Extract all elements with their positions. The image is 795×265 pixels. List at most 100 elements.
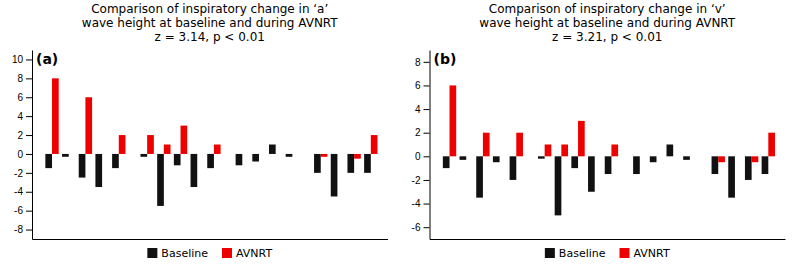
legend-label: Baseline <box>161 247 208 260</box>
bar <box>164 145 171 154</box>
bar <box>545 145 552 157</box>
bar <box>745 156 752 180</box>
bar <box>561 145 568 157</box>
y-tick: 6 <box>17 92 32 103</box>
bar <box>276 153 283 154</box>
y-tick: 8 <box>415 57 430 68</box>
bar <box>555 156 562 215</box>
bar <box>650 156 657 162</box>
bar <box>768 133 775 157</box>
legend-item: Baseline <box>545 247 606 260</box>
bar <box>314 154 321 173</box>
bar <box>510 156 517 180</box>
bar <box>578 121 585 156</box>
bar <box>85 97 92 154</box>
y-tick: 4 <box>415 104 430 115</box>
bar-series <box>450 85 775 162</box>
y-tick: -6 <box>412 222 430 233</box>
y-tick-mark <box>424 204 430 205</box>
plot-area: -6-4-202468 <box>412 51 786 240</box>
bar <box>242 153 249 154</box>
bar <box>102 153 109 154</box>
y-tick: -2 <box>412 175 430 186</box>
bar <box>45 154 52 168</box>
y-tick-label: 0 <box>17 149 23 160</box>
bar <box>69 153 76 154</box>
bar <box>292 153 299 154</box>
y-tick-label: -6 <box>412 222 421 233</box>
bar <box>450 85 457 156</box>
y-tick: 8 <box>17 73 32 84</box>
y-tick-mark <box>26 211 32 212</box>
y-tick-mark <box>424 62 430 63</box>
bar <box>516 133 523 157</box>
bar <box>728 156 735 197</box>
y-tick-mark <box>424 156 430 157</box>
y-tick-label: 6 <box>415 80 421 91</box>
x-axis <box>430 239 786 240</box>
y-tick: -2 <box>14 168 32 179</box>
bar <box>493 156 500 162</box>
bar <box>95 154 102 187</box>
x-axis-line <box>430 239 786 240</box>
bar <box>683 156 690 160</box>
bar <box>321 154 328 157</box>
panel: -8-6-4-20246810Comparison of inspiratory… <box>12 2 388 260</box>
y-tick: 6 <box>415 80 430 91</box>
plot-area: -8-6-4-20246810 <box>12 51 388 240</box>
y-tick-mark <box>424 133 430 134</box>
y-tick-mark <box>424 227 430 228</box>
bar-series <box>52 78 377 158</box>
legend: Baseline AVNRT <box>147 247 272 260</box>
y-tick-label: 6 <box>17 92 23 103</box>
y-tick-mark <box>26 97 32 98</box>
y-tick-mark <box>26 59 32 60</box>
bar <box>466 156 473 157</box>
y-tick-mark <box>26 154 32 155</box>
title: Comparison of inspiratory change in ‘v’w… <box>479 2 735 44</box>
y-tick: 2 <box>17 130 32 141</box>
y-tick: -6 <box>14 205 32 216</box>
bar <box>259 153 266 154</box>
y-tick-label: 8 <box>17 73 23 84</box>
y-tick-label: 8 <box>415 57 421 68</box>
legend-swatch <box>147 248 157 258</box>
legend-label: Baseline <box>559 247 606 260</box>
y-tick: -4 <box>14 186 32 197</box>
y-tick: -4 <box>412 198 430 209</box>
bar <box>79 154 86 178</box>
y-tick-mark <box>26 192 32 193</box>
legend-swatch <box>545 248 555 258</box>
bar <box>483 133 490 157</box>
title: Comparison of inspiratory change in ‘a’w… <box>82 2 338 44</box>
bar <box>214 145 221 154</box>
y-tick-label: 0 <box>415 151 421 162</box>
y-tick-mark <box>26 230 32 231</box>
y-tick-mark <box>424 85 430 86</box>
bar <box>595 156 602 157</box>
bar <box>364 154 371 173</box>
bar <box>286 154 293 157</box>
bar <box>191 154 198 187</box>
legend: Baseline AVNRT <box>545 247 670 260</box>
legend-label: AVNRT <box>236 247 272 260</box>
y-tick-mark <box>26 173 32 174</box>
y-axis: -6-4-202468 <box>412 51 430 240</box>
bar <box>762 156 769 174</box>
bar <box>571 156 578 168</box>
bar <box>633 156 640 174</box>
y-tick-label: 2 <box>17 130 23 141</box>
bar <box>752 156 759 162</box>
y-tick-label: -6 <box>14 205 23 216</box>
bar <box>588 156 595 191</box>
title-line: z = 3.14, p < 0.01 <box>155 30 265 44</box>
bar <box>147 135 154 154</box>
legend-item: AVNRT <box>620 247 670 260</box>
panel: -6-4-202468Comparison of inspiratory cha… <box>412 2 786 260</box>
legend-item: Baseline <box>147 247 208 260</box>
y-tick: 4 <box>17 111 32 122</box>
bar-series <box>443 145 768 216</box>
y-tick-mark <box>424 109 430 110</box>
bar <box>443 156 450 168</box>
y-tick-label: -2 <box>412 175 421 186</box>
